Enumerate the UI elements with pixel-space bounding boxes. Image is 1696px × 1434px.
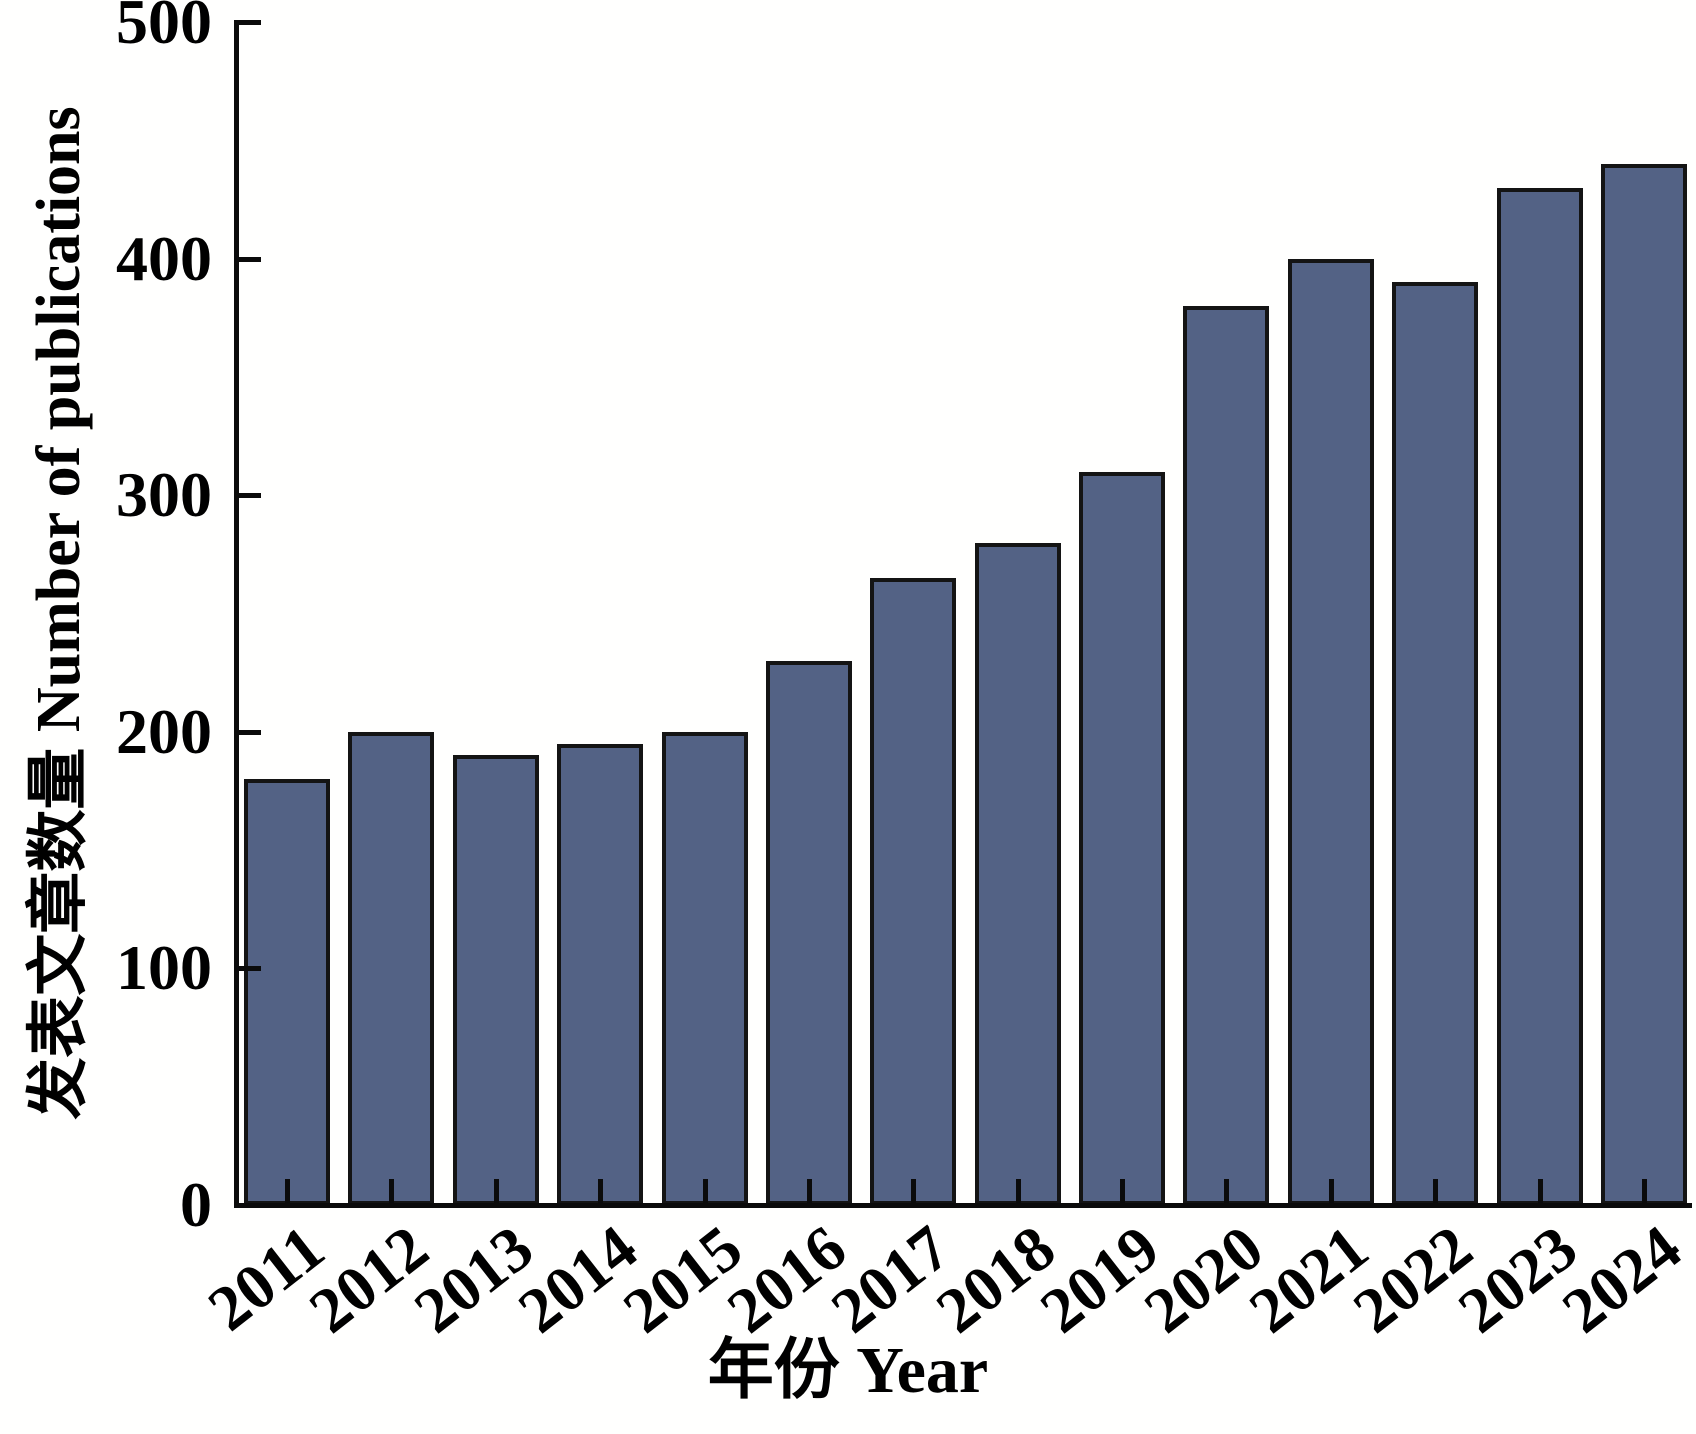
bar-2021 bbox=[1288, 259, 1374, 1205]
y-tick-400 bbox=[237, 257, 261, 262]
bar-2011 bbox=[244, 779, 330, 1205]
bar-2018 bbox=[975, 543, 1061, 1205]
x-axis-title: 年份 Year bbox=[707, 1334, 989, 1407]
bar-2013 bbox=[453, 755, 539, 1205]
y-tick-300 bbox=[237, 493, 261, 498]
x-tick-2024 bbox=[1642, 1179, 1647, 1205]
y-tick-label-300: 300 bbox=[116, 459, 212, 530]
y-axis-line bbox=[234, 20, 239, 1208]
x-axis-line bbox=[234, 1203, 1692, 1208]
x-tick-2020 bbox=[1224, 1179, 1229, 1205]
bar-2024 bbox=[1601, 164, 1687, 1205]
bar-2012 bbox=[348, 732, 434, 1205]
y-tick-label-0: 0 bbox=[180, 1169, 212, 1240]
x-tick-2011 bbox=[285, 1179, 290, 1205]
y-tick-label-400: 400 bbox=[116, 223, 212, 294]
y-tick-label-100: 100 bbox=[116, 932, 212, 1003]
bar-2020 bbox=[1183, 306, 1269, 1205]
bar-2015 bbox=[662, 732, 748, 1205]
y-tick-500 bbox=[237, 20, 261, 25]
y-tick-100 bbox=[237, 966, 261, 971]
bar-2017 bbox=[870, 578, 956, 1205]
bar-2022 bbox=[1392, 282, 1478, 1205]
x-tick-2013 bbox=[494, 1179, 499, 1205]
bar-2014 bbox=[557, 744, 643, 1205]
y-tick-200 bbox=[237, 730, 261, 735]
x-tick-2019 bbox=[1120, 1179, 1125, 1205]
x-tick-2014 bbox=[598, 1179, 603, 1205]
x-tick-2017 bbox=[911, 1179, 916, 1205]
x-tick-2022 bbox=[1433, 1179, 1438, 1205]
x-tick-2015 bbox=[703, 1179, 708, 1205]
x-tick-2018 bbox=[1016, 1179, 1021, 1205]
bar-2016 bbox=[766, 661, 852, 1205]
y-tick-label-500: 500 bbox=[116, 0, 212, 57]
bar-2023 bbox=[1497, 188, 1583, 1205]
x-tick-2023 bbox=[1538, 1179, 1543, 1205]
x-tick-2021 bbox=[1329, 1179, 1334, 1205]
bar-2019 bbox=[1079, 472, 1165, 1205]
x-tick-2012 bbox=[389, 1179, 394, 1205]
y-tick-label-200: 200 bbox=[116, 696, 212, 767]
x-tick-2016 bbox=[807, 1179, 812, 1205]
